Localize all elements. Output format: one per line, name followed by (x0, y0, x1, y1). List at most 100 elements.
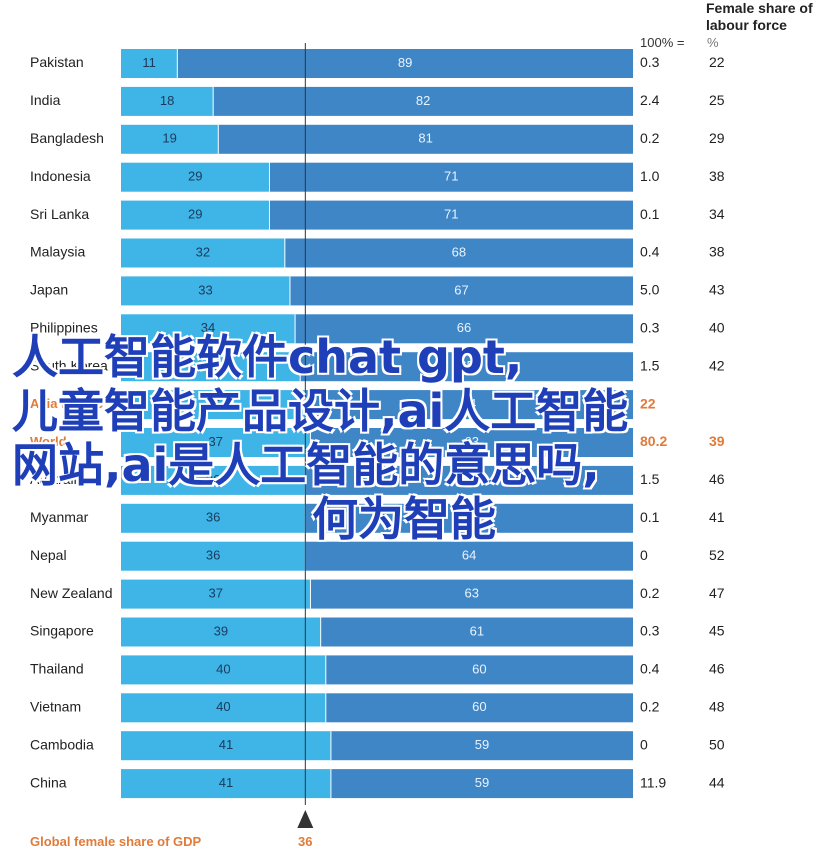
male-value-label: 67 (454, 282, 468, 297)
female-share-value: 44 (709, 774, 725, 790)
female-bar (121, 428, 311, 457)
female-bar (121, 541, 306, 571)
male-value-label: 81 (418, 131, 432, 146)
male-value-label: 59 (475, 737, 489, 752)
male-bar (330, 731, 633, 761)
female-value-label: 41 (219, 737, 233, 752)
female-value-label: 36 (206, 472, 220, 487)
male-bar (218, 124, 633, 154)
row-label: Vietnam (30, 699, 81, 715)
female-value-label: 19 (162, 131, 176, 146)
gdp-value: 2.4 (640, 92, 660, 108)
watermark-line-2: 儿童智能产品设计,ai人工智能 (12, 384, 629, 438)
gdp-value: 22 (640, 395, 656, 411)
reference-marker-triangle (297, 810, 314, 828)
male-value-label: 71 (444, 207, 458, 222)
row-label: China (30, 774, 67, 790)
gdp-value: 80.2 (640, 433, 667, 449)
male-bar (325, 655, 633, 685)
gdp-value: 0.3 (640, 320, 660, 336)
female-bar (121, 579, 311, 609)
female-share-value: 43 (709, 282, 725, 298)
female-value-label: 37 (208, 434, 222, 449)
female-bar (121, 314, 296, 344)
gdp-value: 0.4 (640, 244, 660, 260)
male-bar (310, 428, 633, 457)
female-bar (121, 731, 331, 761)
female-bar (121, 276, 290, 306)
male-value-label: 64 (462, 472, 476, 487)
male-value-label: 89 (398, 55, 412, 70)
female-value-label: 41 (219, 775, 233, 790)
male-value-label: 63 (464, 586, 478, 601)
female-share-value: 42 (709, 357, 725, 373)
female-share-value: 22 (709, 54, 725, 70)
female-value-label: 40 (216, 699, 230, 714)
footer-value: 36 (298, 834, 313, 849)
row-label: Myanmar (30, 509, 89, 525)
unit-header: % (707, 35, 719, 50)
gdp-value: 5.0 (640, 282, 660, 298)
gdp-value: 0.3 (640, 623, 660, 639)
female-value-label: 37 (208, 586, 222, 601)
female-bar (121, 465, 306, 495)
female-bar (121, 49, 178, 78)
male-bar (213, 86, 633, 116)
male-value-label: 60 (472, 661, 486, 676)
female-bar (121, 769, 331, 799)
gdp-value: 0.3 (640, 54, 660, 70)
male-bar (269, 162, 633, 192)
row-label: Nepal (30, 547, 67, 563)
gdp-value: 0.2 (640, 130, 660, 146)
female-share-value: 38 (709, 244, 725, 260)
female-value-label: 29 (188, 169, 202, 184)
female-share-title: Female share of labour force (706, 0, 813, 33)
female-bar (121, 200, 270, 230)
row-label: World (30, 434, 67, 449)
gdp-value: 0.2 (640, 699, 660, 715)
row-label: Japan (30, 282, 68, 298)
male-bar (305, 465, 633, 495)
female-bar (121, 390, 306, 420)
female-share-value: 40 (709, 320, 725, 336)
row-label: Indonesia (30, 168, 91, 184)
female-share-value: 47 (709, 585, 725, 601)
male-bar (305, 541, 633, 571)
male-bar (177, 49, 633, 78)
male-value-label: 60 (472, 699, 486, 714)
female-share-value: 25 (709, 92, 725, 108)
male-bar (330, 769, 633, 799)
female-bar (121, 693, 326, 723)
gdp-value: 0 (640, 547, 648, 563)
female-share-value: 41 (709, 509, 725, 525)
female-share-value: 34 (709, 206, 725, 222)
gdp-value: 0.4 (640, 661, 660, 677)
gdp-value: 1.5 (640, 357, 660, 373)
gdp-100pct-header: 100% = (640, 35, 685, 50)
male-value-label: 65 (459, 358, 473, 373)
male-value-label: 61 (470, 623, 484, 638)
male-value-label: 68 (452, 244, 466, 259)
female-share-header: Female share of labour force (706, 0, 825, 34)
female-value-label: 36 (206, 396, 220, 411)
male-value-label: 64 (462, 548, 476, 563)
male-bar (289, 276, 633, 306)
female-bar (121, 238, 285, 268)
female-share-value: 46 (709, 661, 725, 677)
male-bar (269, 200, 633, 230)
female-bar (121, 162, 270, 192)
row-label: India (30, 92, 61, 108)
male-value-label: 66 (457, 320, 471, 335)
row-label: Philippines (30, 320, 98, 336)
female-share-value: 48 (709, 699, 725, 715)
female-value-label: 29 (188, 207, 202, 222)
female-value-label: 39 (214, 623, 228, 638)
row-label: Singapore (30, 623, 94, 639)
female-bar (121, 503, 306, 533)
row-label: Australia (30, 471, 85, 487)
female-value-label: 40 (216, 661, 230, 676)
male-value-label: 64 (462, 510, 476, 525)
footer-label: Global female share of GDP (30, 834, 202, 849)
row-label: South Korea (30, 357, 108, 373)
